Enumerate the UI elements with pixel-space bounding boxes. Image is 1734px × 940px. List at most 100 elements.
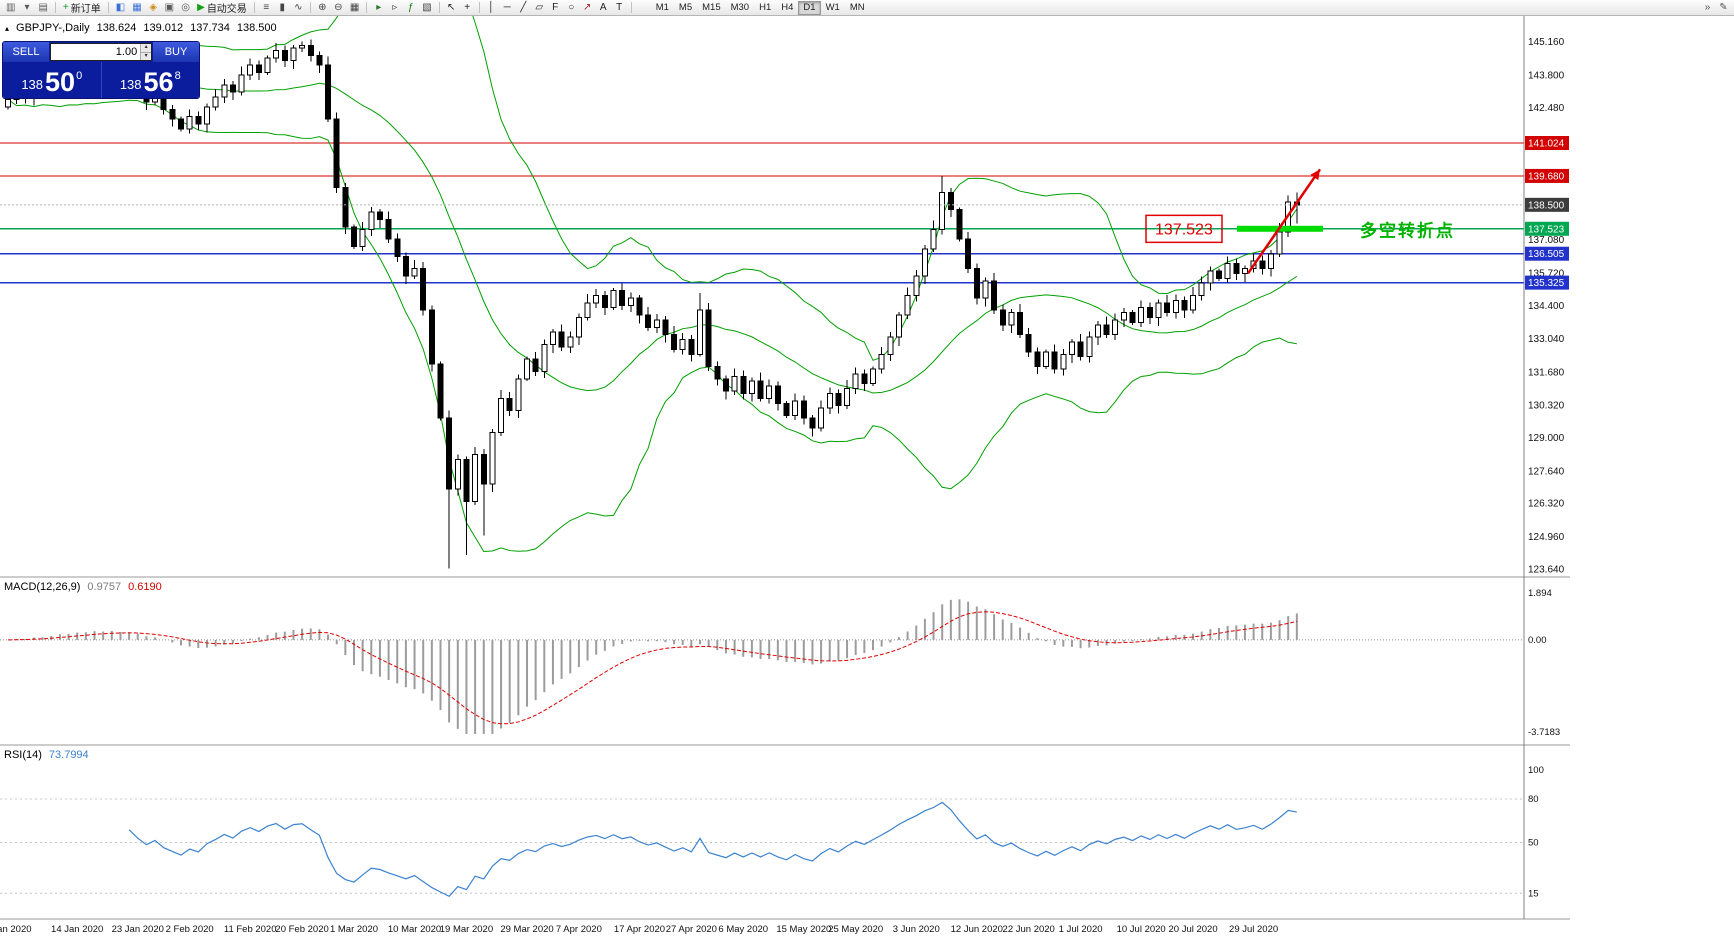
volume-increase-button[interactable]: ▴ [141,44,151,53]
new-chart-icon: ▥ [6,1,16,13]
sell-price-base: 138 [21,76,44,92]
chart-window: 145.160 143.800 142.480 137.080 135.720 134.4… [0,16,1734,940]
candle-body [1172,299,1179,314]
equidistant-channel-button[interactable]: ▱ [532,1,547,15]
svg-text:136.505: 136.505 [1528,249,1565,260]
ohlc-open: 138.624 [96,22,137,34]
chart-shift-button[interactable]: ▹ [387,1,402,15]
timeframe-m5-button[interactable]: M5 [678,2,693,13]
arrows-button[interactable]: ↗ [580,1,595,15]
text-label-button[interactable]: T [612,1,627,15]
annotations[interactable]: 137.523 多空转折点 [1145,168,1455,275]
crosshair-button[interactable]: + [460,1,475,15]
arrows-icon: ↗ [583,1,592,13]
candle-body [549,331,556,345]
chart-profiles-button[interactable]: ▾ [19,1,34,15]
quick-edit-button[interactable]: ✎ [1716,1,1731,15]
toolbar-overflow-button[interactable]: » [1700,1,1715,15]
candle-body [1138,307,1145,323]
equidistant-channel-icon: ▱ [535,1,544,13]
save-chart-button[interactable]: ▤ [35,1,50,15]
buy-button[interactable]: BUY [153,42,199,62]
market-watch-button[interactable]: ◧ [113,1,128,15]
toolbar-right: » ✎ [1700,1,1731,15]
sell-button[interactable]: SELL [3,42,49,62]
timeframe-w1-button[interactable]: W1 [825,2,840,13]
volume-input[interactable] [51,44,141,60]
candle-body [1146,307,1153,319]
terminal-button[interactable]: ▣ [162,1,177,15]
sell-price-point: 0 [76,70,83,82]
cursor-button[interactable]: ↖ [444,1,459,15]
candle-body [783,402,790,417]
data-window-button[interactable]: ▦ [129,1,144,15]
vertical-line-button[interactable]: │ [484,1,499,15]
candle-body [333,118,340,189]
rsi-label: RSI(14) 73.7994 [4,749,89,761]
trend-arrow[interactable] [1246,168,1322,275]
candle-body [394,238,401,257]
candle-body [1259,260,1266,270]
templates-button[interactable]: ▧ [419,1,434,15]
timeframe-mn-button[interactable]: MN [849,2,865,13]
text-button[interactable]: A [596,1,611,15]
chart-candles-icon: ▮ [279,1,286,13]
new-order-button[interactable]: + 新订单 [60,1,104,15]
zoom-out-button[interactable]: ⊖ [331,1,346,15]
strategy-tester-button[interactable]: ◎ [178,1,193,15]
timeframe-m15-button[interactable]: M15 [702,2,721,13]
zoom-in-icon: ⊕ [318,1,327,13]
price-callout-box[interactable] [1145,214,1223,244]
chart-candles-button[interactable]: ▮ [275,1,290,15]
shapes-button[interactable]: ○ [564,1,579,15]
candle-body [731,375,738,392]
indicators-list-button[interactable]: ƒ [403,1,418,15]
candle-body [1190,294,1197,311]
timeframe-m30-button[interactable]: M30 [730,2,750,13]
price-tick-label: 123.640 [1528,564,1565,575]
timeframe-m1-button[interactable]: M1 [655,2,669,13]
new-chart-button[interactable]: ▥ [3,1,18,15]
auto-trading-label: 自动交易 [206,4,247,15]
candle-body [671,334,678,350]
background[interactable] [0,16,1734,940]
sell-price-display[interactable]: 138 50 0 [3,62,101,98]
candle-body [653,319,660,328]
timeframe-h4-button[interactable]: H4 [781,2,794,13]
price-tick-label: 142.480 [1528,103,1565,114]
vertical-line-icon: │ [488,1,495,13]
chart-shift-icon: ▹ [392,1,398,13]
navigator-button[interactable]: ◈ [146,1,161,15]
macd-signal-line [7,611,1297,725]
candle-body [913,275,920,296]
zoom-in-button[interactable]: ⊕ [315,1,330,15]
auto-trading-button[interactable]: ▶ 自动交易 [194,1,250,15]
fibonacci-button[interactable]: F [548,1,563,15]
macd-label: MACD(12,26,9) 0.9757 0.6190 [4,581,162,593]
volume-decrease-button[interactable]: ▾ [141,52,151,60]
candlesticks [5,39,1300,569]
auto-scroll-button[interactable]: ▸ [371,1,386,15]
candle-body [973,268,980,299]
candle-body [195,116,202,125]
tile-windows-button[interactable]: ▦ [347,1,362,15]
trendline-button[interactable]: ╱ [516,1,531,15]
timeframe-h1-button[interactable]: H1 [759,2,772,13]
candle-body [679,339,686,350]
chart-bars-button[interactable]: ≡ [259,1,274,15]
candle-body [515,378,522,412]
timeframe-d1-button[interactable]: D1 [798,0,821,15]
buy-price-display[interactable]: 138 56 8 [102,62,200,98]
chart-line-button[interactable]: ∿ [291,1,306,15]
candle-body [169,108,176,120]
note-text[interactable]: 多空转折点 [1360,221,1455,241]
macd-indicator: 1.894 0.00 -3.7183 [0,588,1560,738]
chart-canvas[interactable]: 145.160 143.800 142.480 137.080 135.720 134.4… [0,16,1734,940]
date-label: 1 Mar 2020 [330,924,378,935]
price-axis[interactable]: 145.160 143.800 142.480 137.080 135.720 134.4… [1523,16,1569,919]
candle-body [757,380,764,399]
candle-body [895,314,902,338]
chart-background[interactable] [0,16,1734,940]
horizontal-line-button[interactable]: ─ [500,1,515,15]
